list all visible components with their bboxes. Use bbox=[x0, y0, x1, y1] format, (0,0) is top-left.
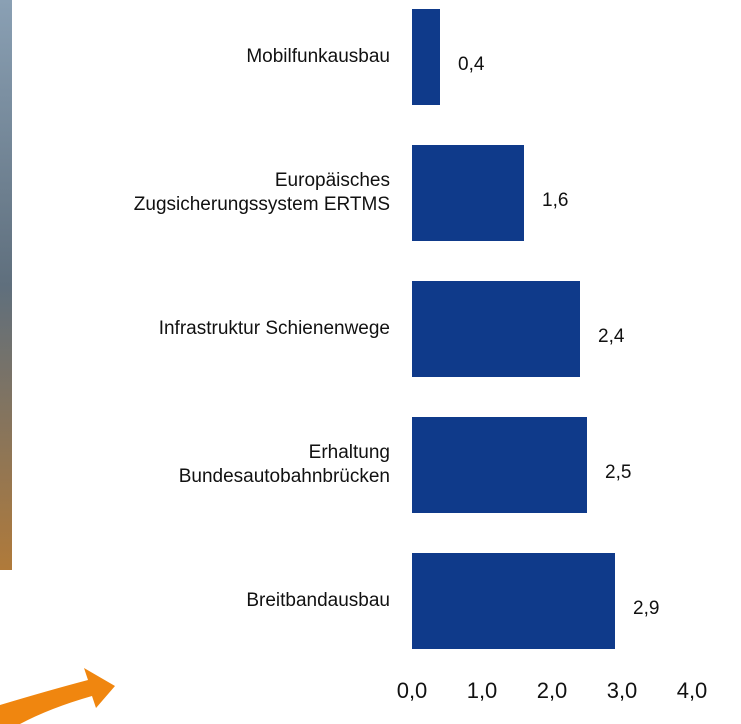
category-label: Europäisches Zugsicherungssystem ERTMS bbox=[134, 170, 390, 215]
value-label: 0,4 bbox=[458, 54, 485, 75]
x-tick-label: 1,0 bbox=[467, 678, 498, 703]
bar bbox=[412, 145, 524, 241]
value-label: 2,4 bbox=[598, 326, 625, 347]
bar bbox=[412, 553, 615, 649]
bar bbox=[412, 9, 440, 105]
value-label: 2,9 bbox=[633, 598, 659, 619]
x-tick-label: 4,0 bbox=[677, 678, 708, 703]
bar bbox=[412, 281, 580, 377]
category-label: Erhaltung Bundesautobahnbrücken bbox=[179, 442, 390, 487]
category-label: Mobilfunkausbau bbox=[246, 46, 390, 67]
bar bbox=[412, 417, 587, 513]
background-image bbox=[0, 0, 12, 570]
category-label: Infrastruktur Schienenwege bbox=[159, 318, 390, 339]
x-tick-label: 2,0 bbox=[537, 678, 568, 703]
arrow-decoration bbox=[0, 668, 115, 724]
x-tick-label: 0,0 bbox=[397, 678, 428, 703]
category-label: Breitbandausbau bbox=[246, 590, 390, 611]
value-label: 2,5 bbox=[605, 462, 631, 483]
value-label: 1,6 bbox=[542, 190, 568, 211]
x-tick-label: 3,0 bbox=[607, 678, 638, 703]
